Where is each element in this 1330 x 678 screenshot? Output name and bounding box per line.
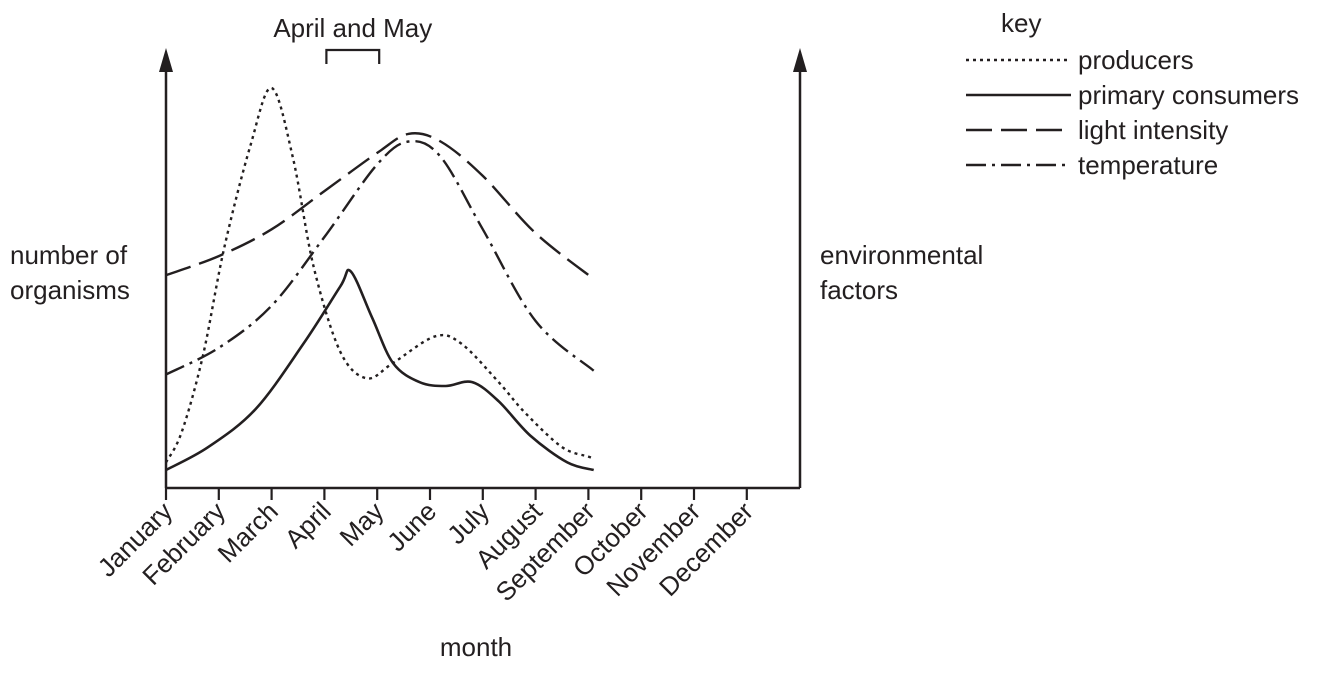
legend-label-producers: producers xyxy=(1078,45,1194,75)
x-axis-tick-labels: JanuaryFebruaryMarchAprilMayJuneJulyAugu… xyxy=(92,495,760,607)
legend-label-temperature: temperature xyxy=(1078,150,1218,180)
series-line-primary-consumers xyxy=(165,268,595,472)
legend-label-primary-consumers: primary consumers xyxy=(1078,80,1299,110)
series-lines xyxy=(164,86,595,472)
bracket-label: April and May xyxy=(273,13,432,43)
series-line-light-intensity xyxy=(165,132,595,280)
legend: key producers primary consumers light inte… xyxy=(966,8,1299,180)
right-axis-label-line-1: environmental xyxy=(820,240,983,270)
tick-label-june: June xyxy=(381,496,442,557)
legend-title: key xyxy=(1001,8,1041,38)
tick-label-april: April xyxy=(279,496,337,554)
tick-label-may: May xyxy=(333,496,389,552)
left-axis-label-line-2: organisms xyxy=(10,275,130,305)
legend-label-light-intensity: light intensity xyxy=(1078,115,1228,145)
left-axis-arrowhead xyxy=(159,48,173,72)
right-axis-arrowhead xyxy=(793,48,807,72)
april-may-bracket: April and May xyxy=(273,13,432,64)
x-axis-label: month xyxy=(440,632,512,662)
bracket-line xyxy=(325,48,381,64)
left-axis-label-line-1: number of xyxy=(10,240,128,270)
series-line-producers xyxy=(164,86,595,463)
right-axis-label-line-2: factors xyxy=(820,275,898,305)
series-line-temperature xyxy=(165,139,595,376)
tick-label-march: March xyxy=(212,496,284,568)
x-axis-ticks xyxy=(164,488,748,500)
